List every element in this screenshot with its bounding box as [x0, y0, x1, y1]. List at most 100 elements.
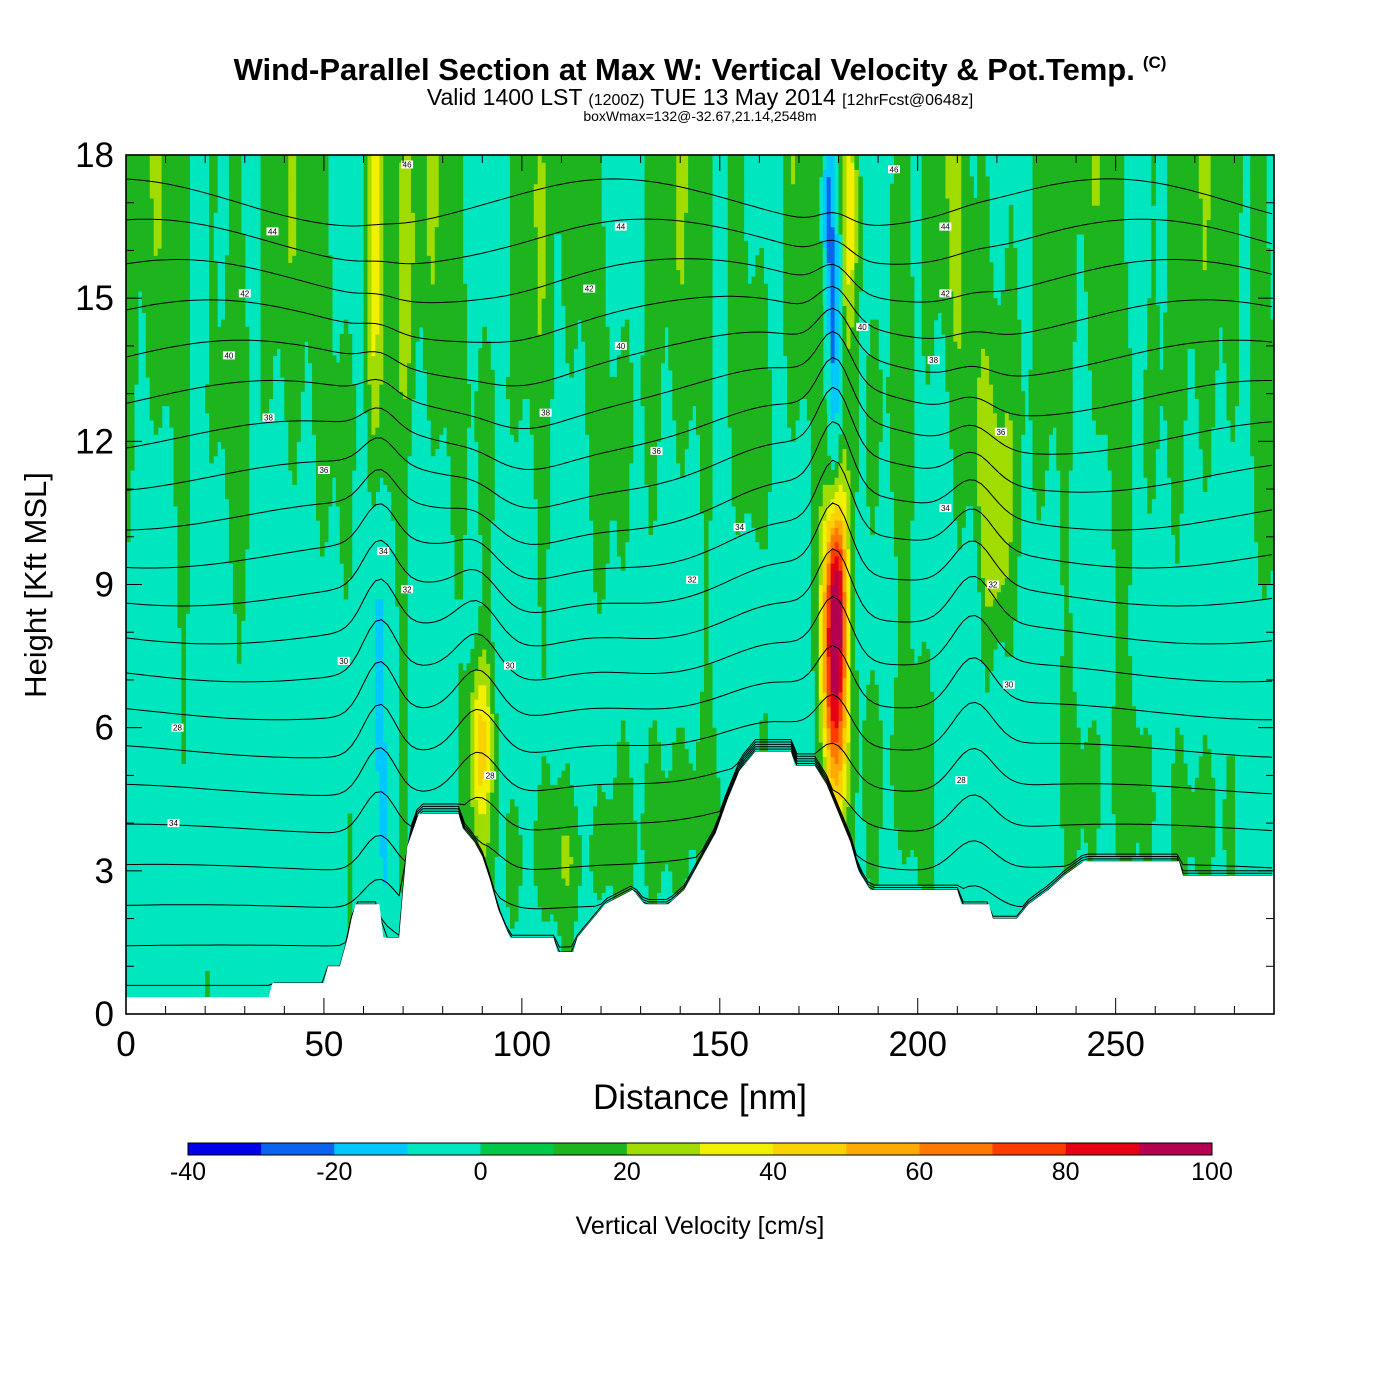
velocity-cell	[157, 391, 163, 399]
velocity-cell	[126, 455, 131, 464]
velocity-cell	[482, 749, 487, 757]
velocity-cell	[482, 448, 487, 457]
velocity-cell	[185, 283, 190, 292]
velocity-cell	[145, 262, 151, 271]
velocity-cell	[367, 469, 373, 478]
velocity-cell	[296, 369, 301, 378]
velocity-cell	[308, 205, 313, 213]
velocity-cell	[422, 155, 428, 163]
velocity-cell	[399, 870, 404, 879]
velocity-cell	[308, 283, 313, 292]
velocity-cell	[288, 255, 293, 263]
velocity-cell	[129, 462, 135, 471]
velocity-cell	[391, 190, 396, 199]
velocity-cell	[327, 255, 333, 263]
velocity-cell	[521, 362, 527, 371]
velocity-cell	[213, 348, 218, 357]
velocity-cell	[153, 341, 159, 349]
velocity-cell	[537, 255, 543, 263]
velocity-cell	[284, 298, 289, 306]
velocity-cell	[537, 369, 543, 378]
velocity-cell	[478, 770, 483, 779]
velocity-cell	[126, 226, 131, 235]
velocity-cell	[537, 276, 543, 285]
velocity-cell	[217, 699, 222, 707]
velocity-cell	[312, 333, 317, 342]
velocity-cell	[268, 169, 274, 178]
velocity-cell	[217, 799, 222, 808]
velocity-cell	[533, 484, 539, 493]
velocity-cell	[363, 305, 369, 314]
velocity-cell	[177, 477, 183, 485]
velocity-cell	[304, 326, 309, 335]
velocity-cell	[490, 512, 495, 521]
velocity-cell	[482, 806, 487, 815]
velocity-cell	[422, 162, 428, 170]
velocity-cell	[173, 312, 179, 321]
velocity-cell	[442, 376, 448, 385]
velocity-cell	[375, 756, 380, 765]
velocity-cell	[379, 448, 384, 457]
velocity-cell	[521, 691, 527, 700]
velocity-cell	[391, 434, 396, 442]
velocity-cell	[407, 291, 412, 299]
velocity-cell	[387, 727, 392, 736]
velocity-cell	[280, 162, 285, 170]
velocity-cell	[209, 219, 214, 228]
velocity-cell	[161, 190, 167, 199]
velocity-cell	[221, 863, 226, 872]
velocity-cell	[411, 326, 416, 335]
velocity-cell	[387, 355, 392, 364]
velocity-cell	[292, 384, 297, 392]
velocity-cell	[236, 219, 242, 228]
velocity-cell	[209, 276, 214, 285]
velocity-cell	[438, 176, 444, 185]
velocity-cell	[276, 684, 281, 693]
velocity-cell	[399, 505, 404, 514]
velocity-cell	[407, 276, 412, 285]
velocity-cell	[411, 376, 416, 385]
velocity-cell	[517, 212, 523, 221]
velocity-cell	[133, 183, 139, 192]
velocity-cell	[288, 226, 293, 235]
velocity-cell	[414, 162, 420, 170]
velocity-cell	[351, 441, 357, 450]
velocity-cell	[426, 391, 432, 399]
velocity-cell	[533, 348, 539, 357]
velocity-cell	[379, 555, 384, 564]
velocity-cell	[458, 763, 464, 772]
velocity-cell	[482, 412, 487, 421]
velocity-cell	[466, 792, 471, 800]
velocity-cell	[129, 312, 135, 321]
velocity-cell	[474, 634, 479, 643]
velocity-cell	[482, 326, 487, 335]
velocity-cell	[478, 355, 483, 364]
velocity-cell	[371, 613, 376, 621]
velocity-cell	[347, 849, 353, 858]
velocity-cell	[454, 484, 460, 493]
velocity-cell	[403, 305, 408, 314]
velocity-cell	[426, 197, 432, 206]
velocity-cell	[521, 255, 527, 263]
velocity-cell	[129, 197, 135, 206]
velocity-cell	[541, 240, 547, 249]
velocity-cell	[232, 534, 238, 543]
velocity-cell	[145, 255, 151, 263]
velocity-cell	[173, 183, 179, 192]
velocity-cell	[300, 219, 305, 228]
velocity-cell	[387, 369, 392, 378]
velocity-cell	[403, 469, 408, 478]
velocity-cell	[288, 248, 293, 256]
velocity-cell	[383, 641, 388, 650]
velocity-cell	[383, 326, 388, 335]
velocity-cell	[177, 219, 183, 228]
velocity-cell	[399, 233, 404, 242]
velocity-cell	[181, 427, 186, 435]
velocity-cell	[276, 205, 281, 213]
velocity-cell	[482, 799, 487, 808]
velocity-cell	[232, 570, 238, 578]
velocity-cell	[276, 319, 281, 328]
velocity-cell	[462, 434, 468, 442]
velocity-cell	[454, 212, 460, 221]
velocity-cell	[276, 341, 281, 349]
